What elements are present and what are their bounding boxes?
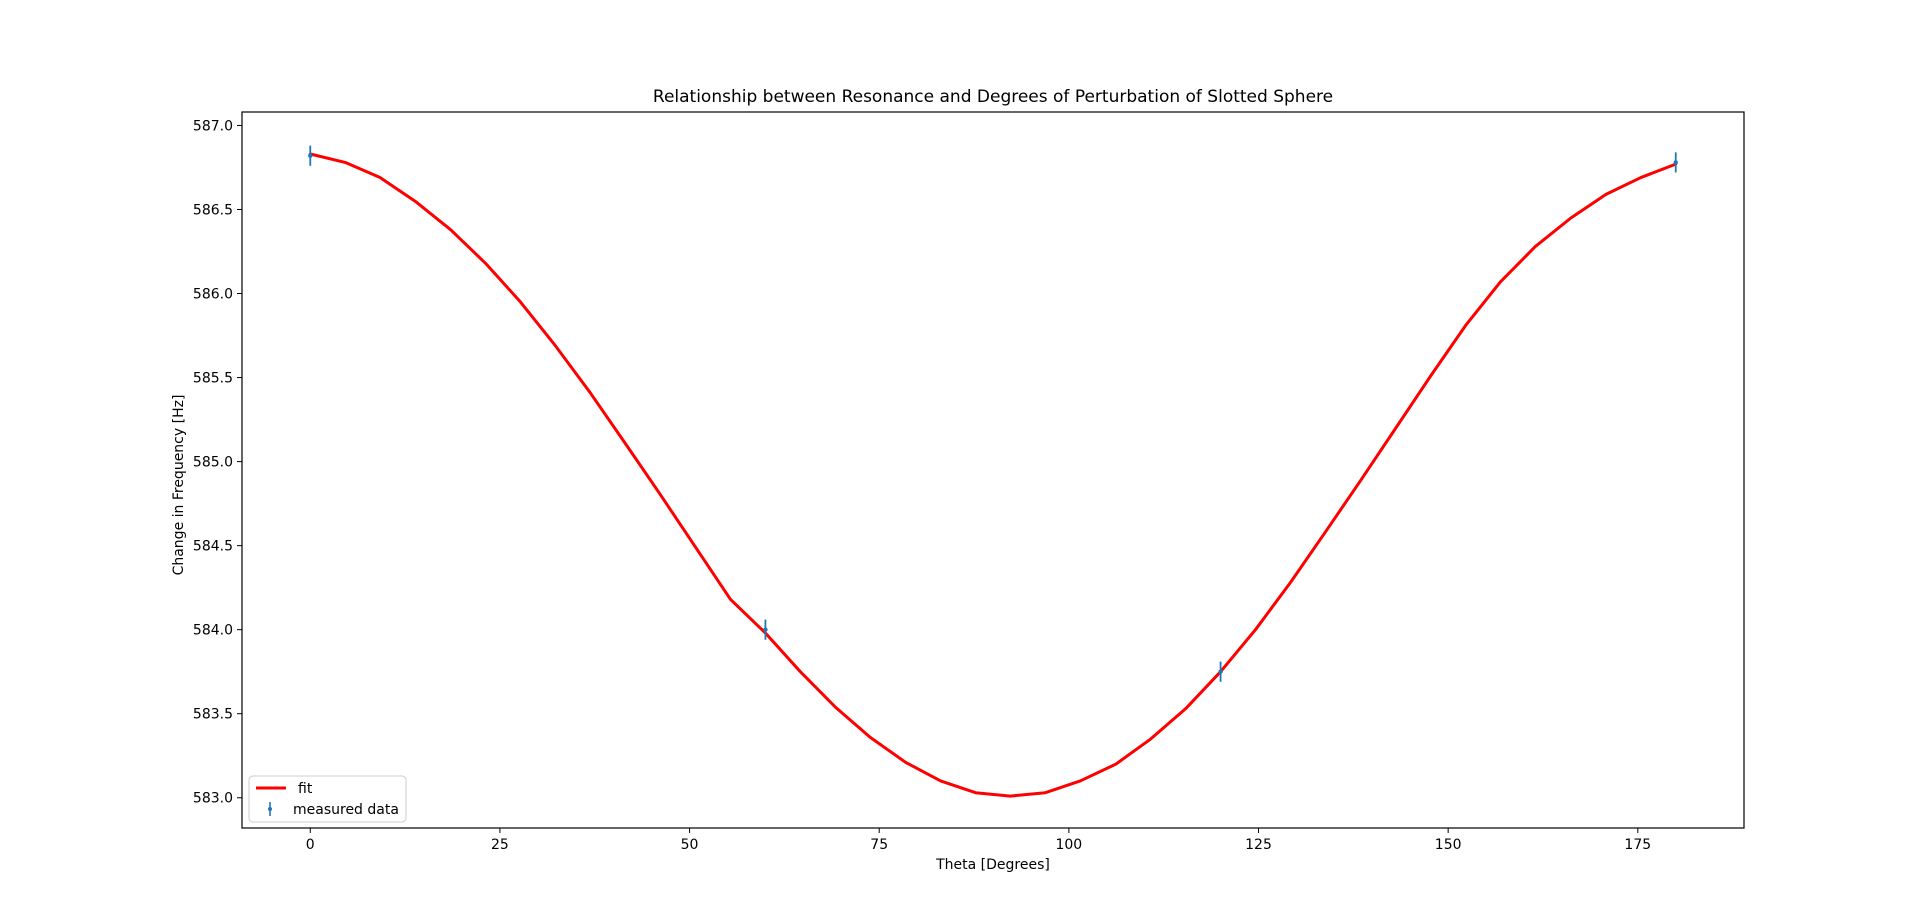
legend-fit-label: fit <box>298 781 313 797</box>
y-tick-label: 587.0 <box>193 118 233 134</box>
x-tick-label: 150 <box>1435 837 1462 853</box>
y-tick-label: 584.5 <box>193 539 233 555</box>
y-axis-ticks: 583.0 583.5 584.0 584.5 585.0 585.5 586.0 586.5… <box>193 118 242 807</box>
x-tick-label: 25 <box>491 837 509 853</box>
x-tick-label: 100 <box>1055 837 1082 853</box>
y-tick-label: 585.5 <box>193 371 233 387</box>
y-axis-label: Change in Frequency [Hz] <box>171 395 187 576</box>
series-layer <box>308 145 1678 798</box>
y-tick-label: 586.5 <box>193 202 233 218</box>
x-tick-label: 125 <box>1245 837 1272 853</box>
legend: fit measured data <box>248 775 407 823</box>
data-marker <box>763 627 768 632</box>
legend-measured-swatch-marker <box>268 807 272 811</box>
x-tick-label: 75 <box>870 837 888 853</box>
plot-frame <box>241 111 1745 829</box>
data-marker <box>1218 669 1223 674</box>
measured-data-point <box>1673 152 1678 173</box>
y-tick-label: 586.0 <box>193 287 233 303</box>
legend-box <box>248 775 407 823</box>
data-marker <box>308 153 313 158</box>
x-axis-label: Theta [Degrees] <box>935 857 1050 873</box>
y-tick-label: 583.5 <box>193 707 233 723</box>
chart-title: Relationship between Resonance and Degre… <box>653 87 1333 107</box>
y-tick-label: 585.0 <box>193 455 233 471</box>
y-tick-label: 584.0 <box>193 623 233 639</box>
legend-measured-label: measured data <box>293 802 399 818</box>
x-tick-label: 0 <box>306 837 315 853</box>
data-marker <box>1673 160 1678 165</box>
fit-line <box>308 152 1678 798</box>
x-axis-ticks: 0 25 50 75 100 125 150 175 <box>306 828 1651 853</box>
measured-data-point <box>1218 661 1223 682</box>
measured-data-point <box>308 145 313 166</box>
x-tick-label: 175 <box>1624 837 1651 853</box>
measured-data-point <box>763 619 768 640</box>
y-tick-label: 583.0 <box>193 791 233 807</box>
x-tick-label: 50 <box>681 837 699 853</box>
